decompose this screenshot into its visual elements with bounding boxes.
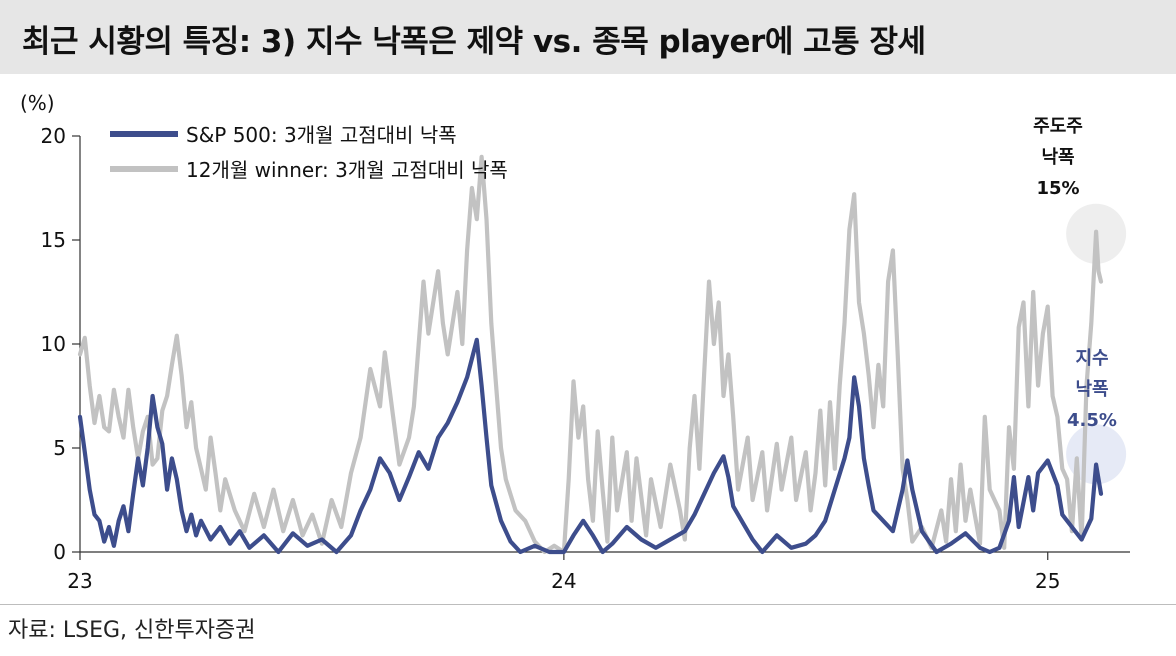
y-tick-label: 15 [41,228,66,252]
chart-axes: 0 5 10 15 20 (%) 23 24 25 [20,91,1130,593]
annotation-text: 지수 [1075,348,1108,369]
drawdown-line-chart: 0 5 10 15 20 (%) 23 24 25 S&P 500: 3개월 고점대비 낙폭 12… [20,91,1130,593]
x-tick-label: 23 [67,569,92,593]
y-tick-label: 10 [41,332,66,356]
y-tick-label: 20 [41,124,66,148]
footer-divider [0,604,1176,605]
page-title: 최근 시황의 특징: 3) 지수 낙폭은 제약 vs. 종목 player에 고… [22,24,926,60]
annotation-text: 4.5% [1067,410,1117,431]
annotation-text: 주도주 [1033,116,1083,137]
annotation-text: 낙폭 [1041,147,1074,168]
chart-legend: S&P 500: 3개월 고점대비 낙폭 12개월 winner: 3개월 고점대… [110,123,508,182]
annotation-text: 15% [1036,178,1079,199]
legend-label: 12개월 winner: 3개월 고점대비 낙폭 [186,158,508,182]
series-line-winner [77,154,1104,555]
annotation-text: 낙폭 [1075,379,1108,400]
x-tick-label: 25 [1035,569,1060,593]
legend-label: S&P 500: 3개월 고점대비 낙폭 [186,123,457,147]
source-note: 자료: LSEG, 신한투자증권 [8,618,256,643]
x-tick-label: 24 [551,569,576,593]
y-axis-label: (%) [20,91,55,115]
title-bar: 최근 시황의 특징: 3) 지수 낙폭은 제약 vs. 종목 player에 고… [0,0,1176,74]
series-lines [77,154,1104,555]
y-tick-label: 5 [53,436,66,460]
series-line-sp500 [77,337,1104,555]
highlight-circle [1066,424,1127,485]
y-tick-label: 0 [53,540,66,564]
